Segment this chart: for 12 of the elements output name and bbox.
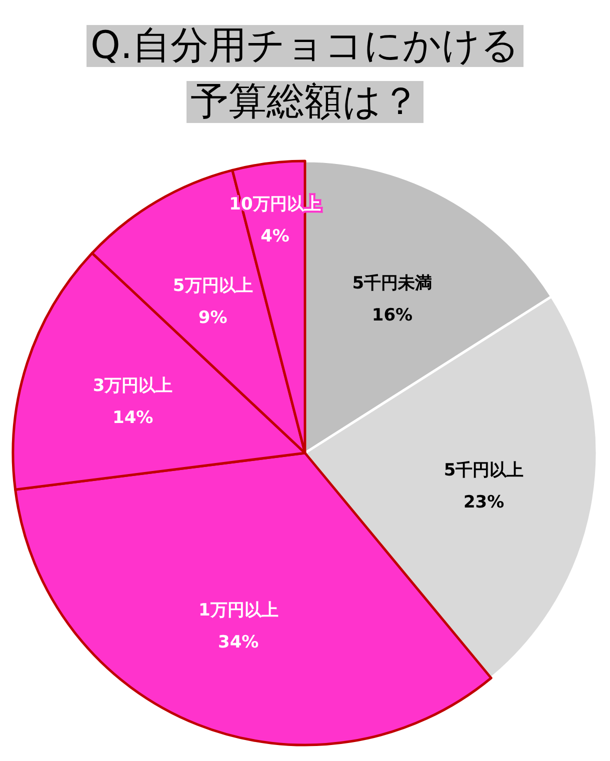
data-label: 4% — [260, 226, 290, 246]
slice-label: 5万円以上 — [172, 276, 253, 296]
slice-label: 3万円以上 — [92, 376, 173, 396]
chart-title: Q.自分用チョコにかける予算総額は？ — [90, 23, 520, 123]
slice-label: 5千円未満 — [352, 273, 432, 294]
data-label: 14% — [112, 408, 154, 428]
data-label: 23% — [463, 492, 504, 512]
data-label: 34% — [218, 632, 259, 652]
data-label: 16% — [372, 305, 413, 326]
slice-label: 1万円以上 — [198, 600, 278, 620]
data-label: 9% — [198, 308, 228, 328]
slice-label: 5千円以上 — [444, 460, 524, 480]
